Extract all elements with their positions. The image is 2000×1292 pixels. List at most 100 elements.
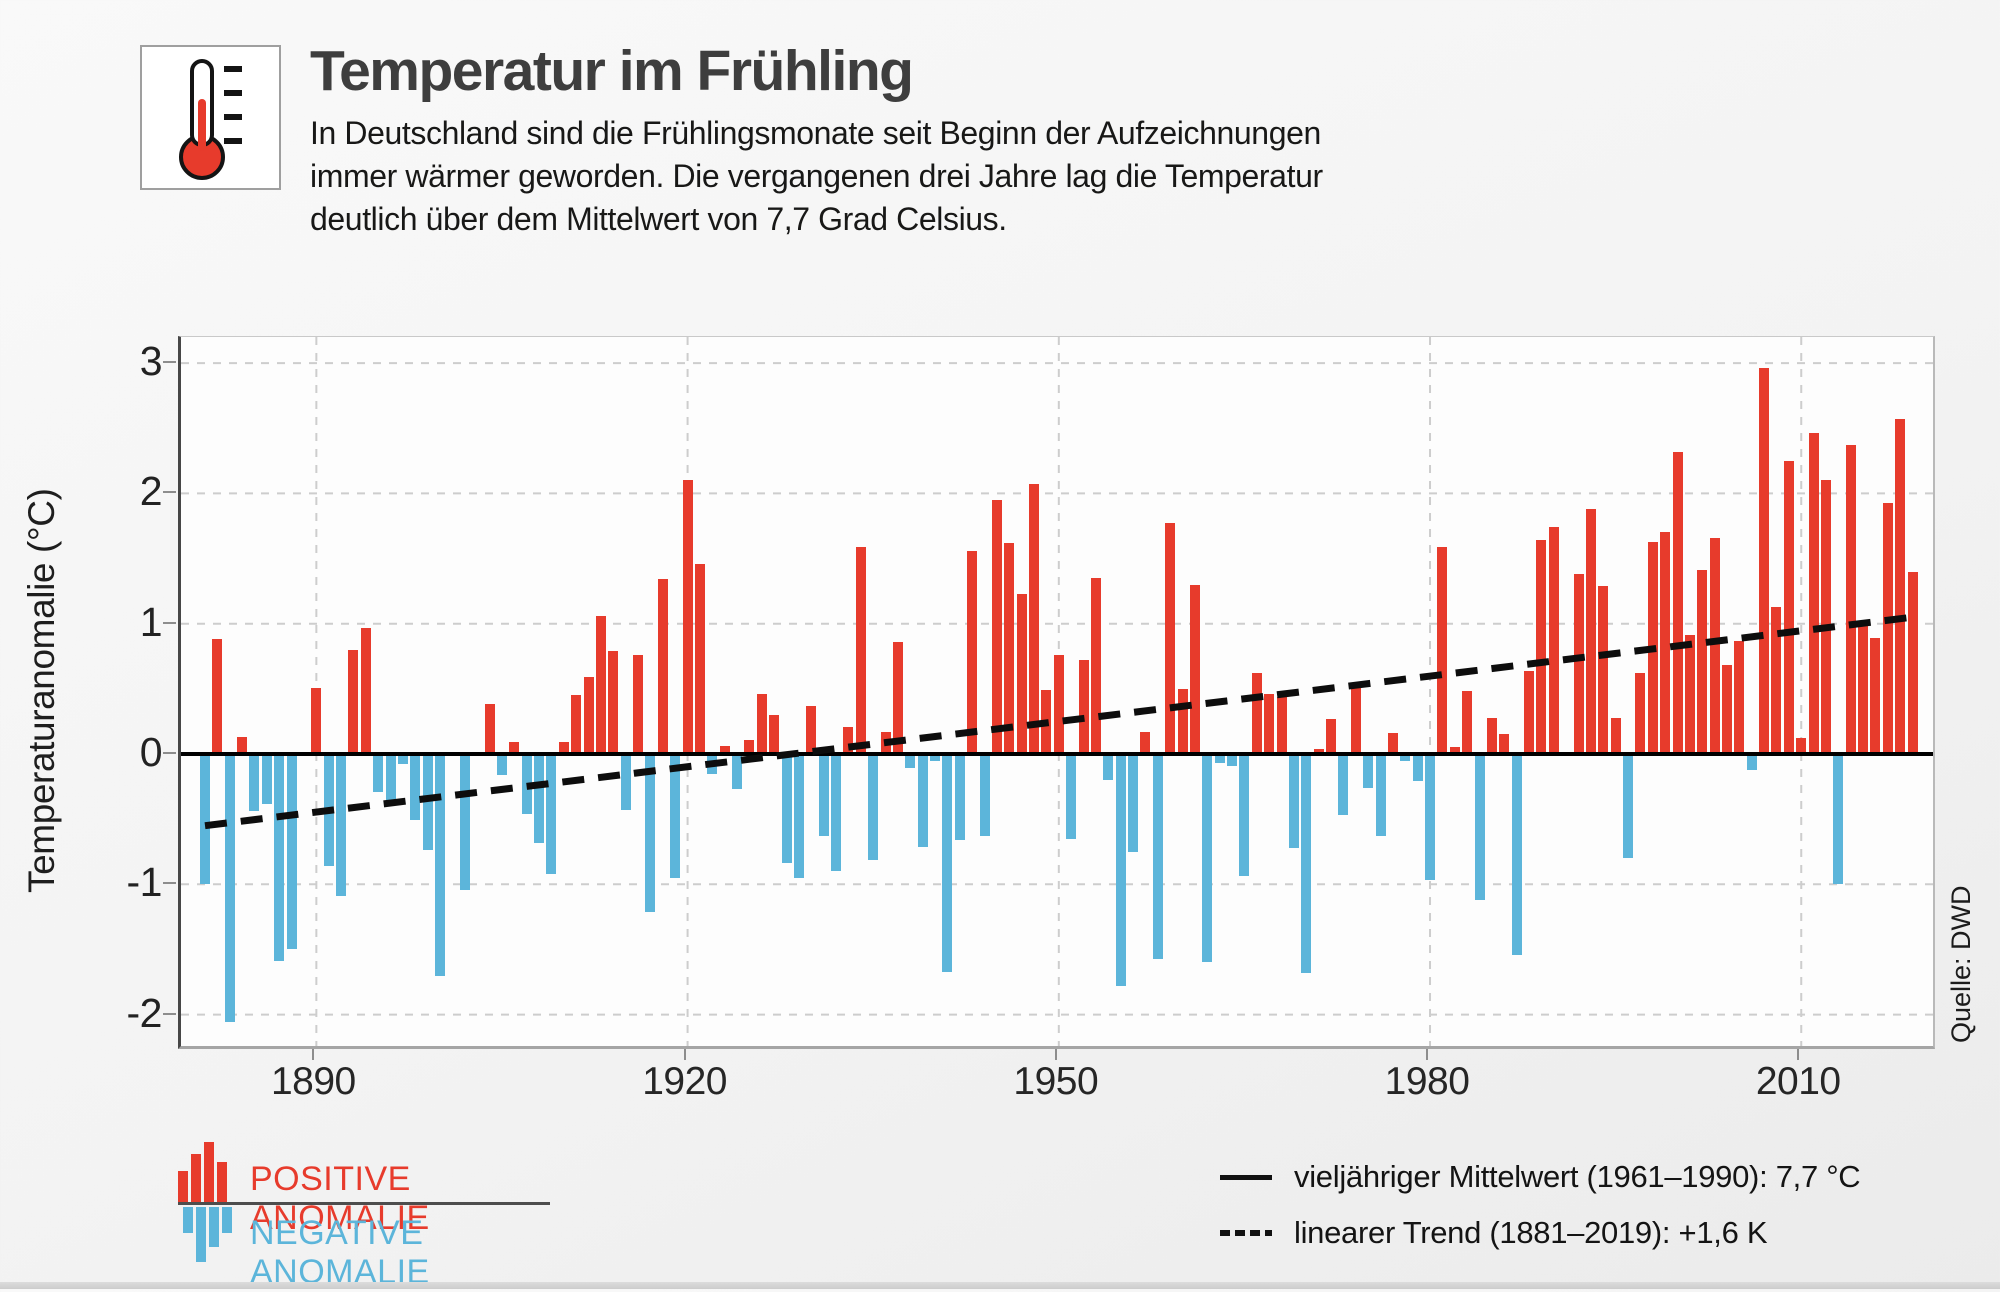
bar-1957 <box>1140 731 1151 754</box>
bar-1951 <box>1066 754 1077 839</box>
bar-2012 <box>1820 480 1831 754</box>
trend-line <box>204 613 1914 830</box>
anomaly-bar-chart <box>178 336 1935 1049</box>
bar-1975 <box>1363 754 1374 788</box>
bar-1912 <box>583 677 594 754</box>
bar-1977 <box>1387 733 1398 754</box>
x-tick-label-1890: 1890 <box>270 1060 356 1103</box>
x-tick-mark <box>1426 1047 1429 1060</box>
dashed-line-icon <box>1220 1230 1272 1236</box>
bar-1941 <box>942 754 953 972</box>
bar-1961 <box>1189 584 1200 754</box>
bar-1955 <box>1115 754 1126 986</box>
legend-row-mean: vieljähriger Mittelwert (1961–1990): 7,7… <box>1220 1157 1861 1197</box>
y-tick-label-2: 2 <box>139 468 163 515</box>
bar-1993 <box>1585 509 1596 754</box>
bar-1953 <box>1090 578 1101 754</box>
x-tick-label-1950: 1950 <box>1013 1060 1099 1103</box>
trend-legend-label: linearer Trend (1881–2019): +1,6 K <box>1294 1215 1768 1250</box>
legend-negative-bar <box>209 1207 219 1247</box>
x-tick-label-1920: 1920 <box>642 1060 727 1103</box>
x-tick-mark <box>1054 1047 1057 1060</box>
bar-1959 <box>1165 523 1176 754</box>
bar-1944 <box>979 754 990 837</box>
bar-1884 <box>237 737 248 754</box>
bar-1893 <box>348 649 359 754</box>
bar-1950 <box>1053 654 1064 754</box>
bar-1937 <box>892 641 903 754</box>
y-tick-label-1: 1 <box>139 598 163 645</box>
bar-1926 <box>756 694 767 754</box>
bar-1902 <box>459 754 470 890</box>
bar-1947 <box>1016 593 1027 754</box>
bar-1930 <box>806 705 817 754</box>
bar-1921 <box>694 563 705 754</box>
thermometer-icon <box>140 45 281 190</box>
bar-1989 <box>1536 540 1547 754</box>
legend-positive-bar <box>191 1154 201 1202</box>
bar-1997 <box>1635 673 1646 754</box>
source-credit: Quelle: DWD <box>1946 885 1976 1043</box>
x-tick-label-1980: 1980 <box>1384 1060 1470 1103</box>
bar-1974 <box>1350 687 1361 754</box>
legend-positive-bar <box>178 1171 188 1202</box>
bar-1928 <box>781 754 792 864</box>
bar-2015 <box>1858 623 1869 754</box>
bar-1962 <box>1202 754 1213 963</box>
bar-1925 <box>744 739 755 754</box>
bar-1994 <box>1598 585 1609 754</box>
bar-1910 <box>558 742 569 754</box>
subtitle: In Deutschland sind die Frühlingsmonate … <box>310 112 1323 241</box>
bar-1942 <box>954 754 965 840</box>
solid-line-icon <box>1220 1174 1272 1180</box>
bar-1890 <box>311 687 322 754</box>
legend-negative-bar <box>196 1207 206 1262</box>
bar-1984 <box>1474 754 1485 900</box>
bar-1963 <box>1214 754 1225 764</box>
bar-1954 <box>1103 754 1114 781</box>
bar-1968 <box>1276 696 1287 754</box>
bar-1915 <box>620 754 631 811</box>
bar-2004 <box>1722 665 1732 754</box>
bar-2005 <box>1734 640 1745 754</box>
y-tick-mark <box>163 1012 176 1015</box>
bar-1970 <box>1301 754 1312 973</box>
legend-negative-bar <box>222 1207 232 1233</box>
bar-1988 <box>1524 670 1535 754</box>
bar-1969 <box>1288 754 1299 848</box>
bar-1914 <box>608 651 619 754</box>
bar-1956 <box>1128 754 1139 852</box>
y-tick-mark <box>163 621 176 624</box>
bar-1990 <box>1548 527 1559 754</box>
bar-1887 <box>274 754 285 962</box>
bar-1999 <box>1660 532 1671 754</box>
bar-2013 <box>1833 754 1844 885</box>
bar-1982 <box>1449 747 1460 754</box>
bar-1883 <box>224 754 235 1023</box>
bar-1927 <box>769 714 780 754</box>
bar-2018 <box>1895 419 1906 754</box>
bar-2008 <box>1771 606 1782 754</box>
y-tick-mark <box>163 361 176 364</box>
bar-1919 <box>670 754 681 878</box>
bar-1934 <box>855 546 866 754</box>
bar-1985 <box>1486 717 1497 754</box>
bar-1885 <box>249 754 260 812</box>
y-tick-mark <box>163 491 176 494</box>
bar-1976 <box>1375 754 1386 837</box>
bar-1897 <box>397 754 408 765</box>
bar-1939 <box>917 754 928 847</box>
bar-1971 <box>1313 748 1324 754</box>
y-tick-mark <box>163 882 176 885</box>
bar-1964 <box>1227 754 1238 766</box>
bar-1909 <box>546 754 557 874</box>
bar-1929 <box>793 754 804 878</box>
mean-legend-label: vieljähriger Mittelwert (1961–1990): 7,7… <box>1294 1159 1861 1194</box>
bar-1918 <box>657 579 668 754</box>
positive-anomaly-label: POSITIVE ANOMALIE <box>250 1160 430 1237</box>
x-tick-mark <box>683 1047 686 1060</box>
bar-1886 <box>261 754 272 804</box>
mean-reference-line <box>181 752 1933 756</box>
bar-1952 <box>1078 660 1089 754</box>
